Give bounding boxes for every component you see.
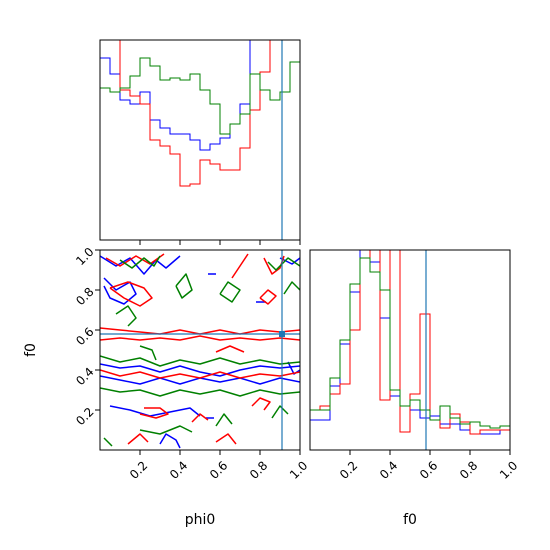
f0-y-tick-label: 1.0 — [73, 245, 96, 268]
f0-x-tick-label: 0.4 — [377, 458, 400, 481]
contour-series-2-path-9 — [139, 425, 193, 435]
contour-series-1-path-2 — [100, 369, 300, 379]
contour-series-0-path-4 — [109, 405, 201, 417]
contour-series-1-path-10 — [251, 397, 271, 411]
contour-series-1-path-9 — [191, 413, 209, 423]
contour-series-1-path-13 — [215, 433, 237, 445]
f0-hist-series-1 — [310, 249, 510, 435]
contour-series-0-path-2 — [100, 255, 181, 275]
contour-series-2-path-4 — [115, 305, 137, 327]
f0-x-tick-label: 0.8 — [457, 458, 480, 481]
phi0-histogram-panel — [99, 39, 301, 245]
phi0-x-tick-label: 0.8 — [247, 458, 270, 481]
contour-series-0-path-9 — [279, 257, 300, 265]
contour-series-1-path-4 — [109, 281, 153, 307]
contour-series-2-path-12 — [271, 405, 289, 419]
contour-series-1-path-8 — [139, 407, 169, 419]
f0-hist-series-2 — [310, 257, 510, 429]
contour-series-1-path-12 — [127, 433, 149, 445]
contour-frame — [99, 249, 301, 451]
contour-series-0-path-5 — [159, 433, 181, 449]
phi0-hist-series-2 — [100, 57, 300, 135]
contour-series-2-path-11 — [215, 413, 233, 427]
contour-series-2-path-3 — [175, 273, 193, 299]
truth-marker — [279, 331, 285, 337]
contour-series-0-path-0 — [100, 363, 300, 377]
f0-y-tick-label: 0.2 — [73, 405, 96, 428]
contour-series-2-path-8 — [283, 281, 300, 295]
contour-series-0-path-1 — [100, 375, 300, 385]
contour-group — [100, 253, 300, 449]
contour-series-1-path-11 — [259, 289, 277, 305]
contour-series-1-path-7 — [215, 345, 245, 353]
f0-x-tick-label: 0.2 — [337, 458, 360, 481]
phi0-x-tick-label: 1.0 — [287, 458, 310, 481]
contour-series-2-path-5 — [139, 345, 157, 361]
phi0-x-tick-label: 0.2 — [127, 458, 150, 481]
f0-x-tick-label: 0.6 — [417, 458, 440, 481]
contour-series-1-path-1 — [100, 335, 300, 341]
contour-series-0-path-3 — [103, 277, 137, 305]
contour-series-2-path-0 — [100, 355, 300, 367]
f0-x-tick-label: 1.0 — [497, 458, 520, 481]
phi0-f0-contour-panel: 0.2 0.4 0.6 0.8 1.0 0.2 0.4 0.6 0.8 1.0 — [73, 245, 310, 482]
f0-histogram-panel: 0.2 0.4 0.6 0.8 1.0 — [309, 249, 520, 482]
contour-series-2-path-6 — [219, 281, 241, 303]
f0-y-tick-label: 0.4 — [73, 365, 96, 388]
phi0-x-tick-label: 0.6 — [207, 458, 230, 481]
x-axis-label-phi0: phi0 — [185, 512, 216, 528]
contour-series-1-path-5 — [231, 253, 249, 279]
contour-series-2-path-1 — [100, 387, 300, 397]
phi0-x-tick-label: 0.4 — [167, 458, 190, 481]
f0-y-tick-label: 0.8 — [73, 285, 96, 308]
phi0-hist-frame — [99, 39, 301, 241]
contour-series-1-path-3 — [105, 253, 165, 267]
contour-series-2-path-10 — [103, 437, 113, 447]
f0-y-tick-label: 0.6 — [73, 325, 96, 348]
contour-series-0-path-10 — [287, 361, 300, 375]
phi0-hist-series-1 — [100, 39, 300, 187]
contour-series-1-path-0 — [100, 327, 300, 335]
f0-hist-frame — [309, 249, 511, 451]
x-axis-label-f0: f0 — [403, 512, 417, 528]
y-axis-label-f0: f0 — [23, 343, 39, 357]
contour-series-2-path-2 — [119, 255, 161, 269]
